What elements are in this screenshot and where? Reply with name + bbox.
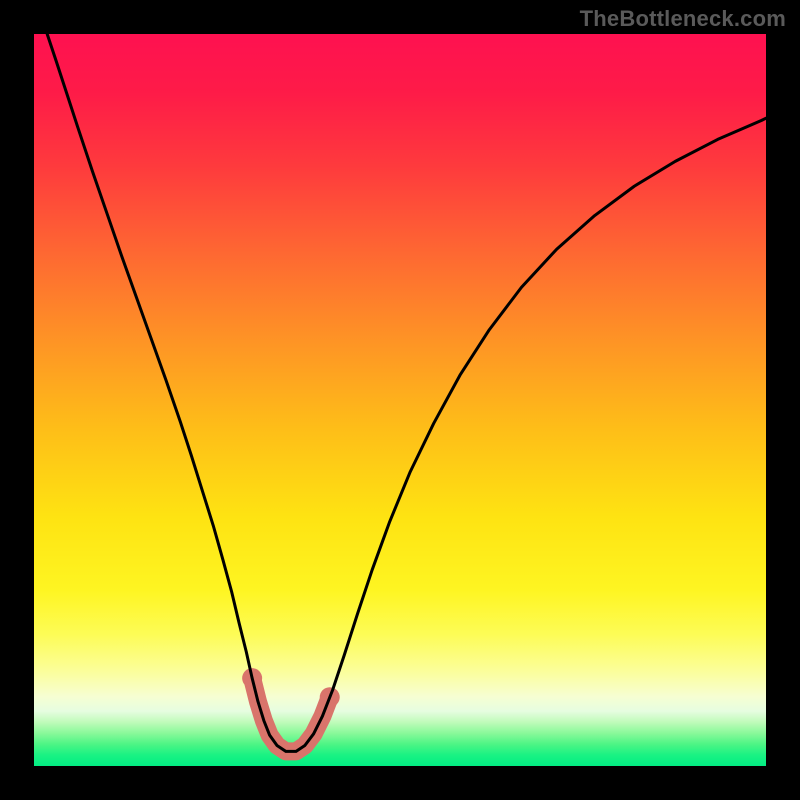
watermark-text: TheBottleneck.com bbox=[580, 6, 786, 32]
chart-outer-frame: TheBottleneck.com bbox=[0, 0, 800, 800]
gradient-background bbox=[34, 34, 766, 766]
bottleneck-chart bbox=[34, 34, 766, 766]
